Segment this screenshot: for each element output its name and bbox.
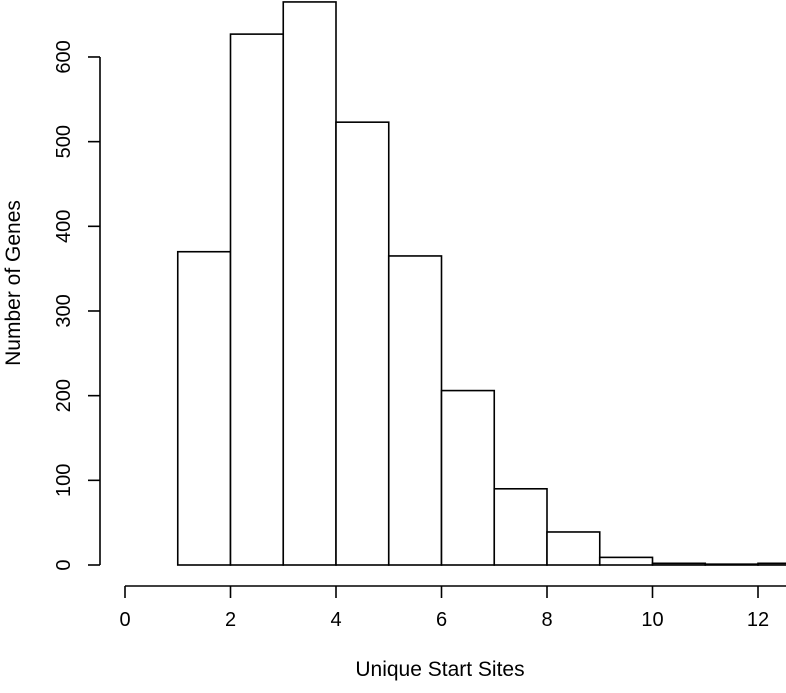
x-tick-label: 10 [641,609,663,631]
y-axis: 0 100 200 300 400 500 600 [53,40,101,571]
histogram-bar-2 [229,33,285,566]
histogram-bar-8 [546,531,601,566]
x-tick-label: 0 [119,609,130,631]
y-tick-label: 100 [53,464,75,497]
y-tick-label: 500 [53,125,75,158]
y-tick-label: 200 [53,379,75,412]
x-tick-label: 6 [436,609,447,631]
histogram-bar-3 [282,1,337,566]
y-tick-label: 600 [53,40,75,73]
x-tick-label: 2 [225,609,236,631]
histogram-bar-11 [704,563,759,566]
histogram-bar-9 [598,556,654,566]
x-tick-label: 4 [330,609,341,631]
x-tick-label: 8 [541,609,552,631]
y-tick-label: 300 [53,294,75,327]
y-tick-label: 400 [53,210,75,243]
y-axis-label: Number of Genes [2,200,25,366]
x-tick-label: 12 [747,609,769,631]
histogram-bar-1 [176,250,232,566]
x-axis-label: Unique Start Sites [355,658,524,681]
histogram-bar-12 [757,562,786,566]
x-axis: 0 2 4 6 8 10 12 [119,585,786,631]
bars-layer [176,1,786,566]
histogram-bar-4 [335,121,390,566]
y-tick-label: 0 [53,559,75,570]
histogram-bar-6 [440,389,496,566]
histogram-bar-7 [493,487,548,566]
histogram-bar-5 [387,255,443,566]
histogram-bar-10 [651,562,707,566]
